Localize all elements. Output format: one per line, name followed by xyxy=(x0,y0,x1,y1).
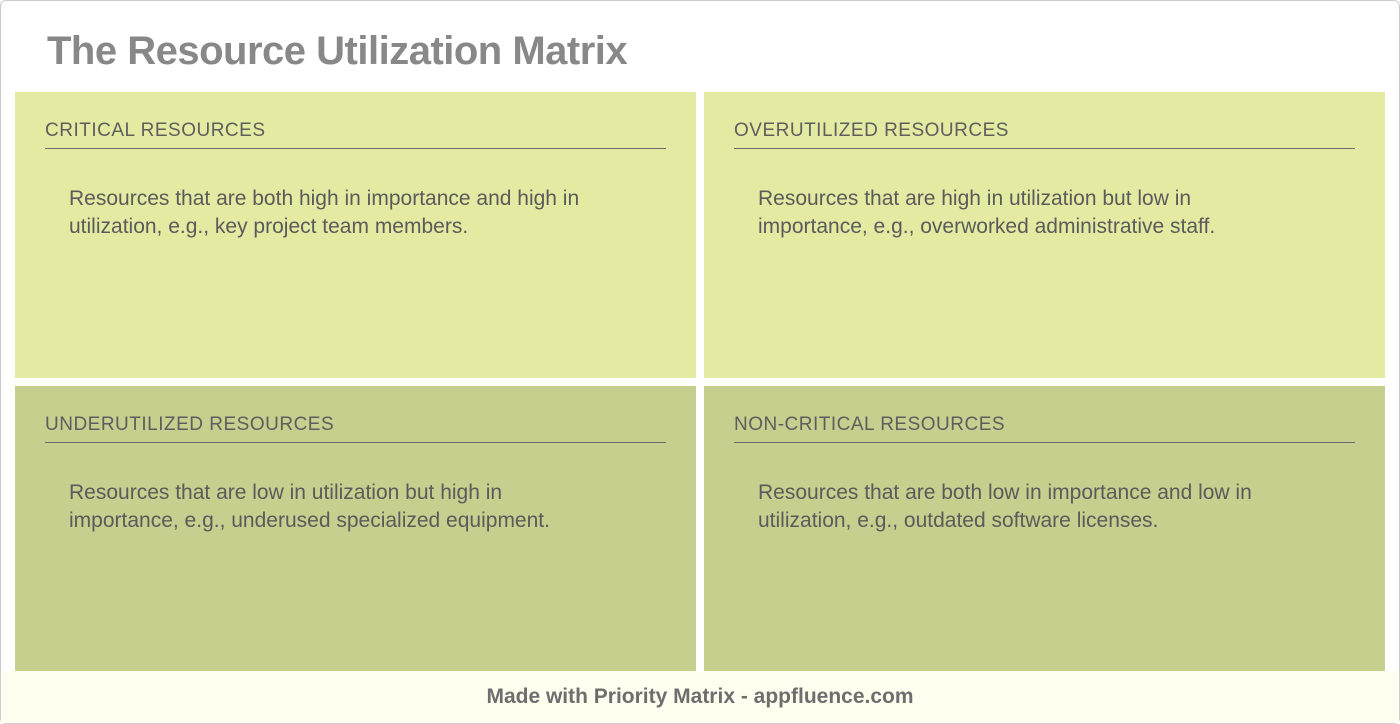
page-title: The Resource Utilization Matrix xyxy=(47,29,1353,74)
quadrant-overutilized: OVERUTILIZED RESOURCES Resources that ar… xyxy=(704,92,1385,378)
matrix-grid: CRITICAL RESOURCES Resources that are bo… xyxy=(1,92,1399,671)
footer-text: Made with Priority Matrix - appfluence.c… xyxy=(1,685,1399,709)
quadrant-body: Resources that are both low in importanc… xyxy=(734,479,1294,536)
footer: Made with Priority Matrix - appfluence.c… xyxy=(1,671,1399,723)
quadrant-critical: CRITICAL RESOURCES Resources that are bo… xyxy=(15,92,696,378)
title-area: The Resource Utilization Matrix xyxy=(1,1,1399,92)
quadrant-heading: CRITICAL RESOURCES xyxy=(45,120,666,149)
quadrant-noncritical: NON-CRITICAL RESOURCES Resources that ar… xyxy=(704,386,1385,672)
quadrant-heading: OVERUTILIZED RESOURCES xyxy=(734,120,1355,149)
quadrant-heading: UNDERUTILIZED RESOURCES xyxy=(45,414,666,443)
quadrant-body: Resources that are both high in importan… xyxy=(45,185,605,242)
quadrant-heading: NON-CRITICAL RESOURCES xyxy=(734,414,1355,443)
quadrant-underutilized: UNDERUTILIZED RESOURCES Resources that a… xyxy=(15,386,696,672)
quadrant-body: Resources that are low in utilization bu… xyxy=(45,479,605,536)
matrix-container: The Resource Utilization Matrix CRITICAL… xyxy=(0,0,1400,724)
quadrant-body: Resources that are high in utilization b… xyxy=(734,185,1294,242)
